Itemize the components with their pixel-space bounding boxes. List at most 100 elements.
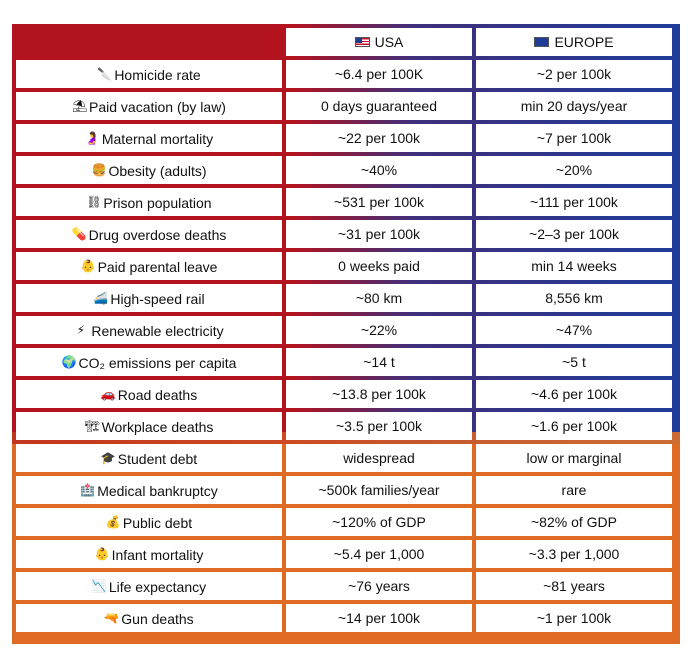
row-label: Medical bankruptcy [97, 482, 218, 499]
row-label: Road deaths [117, 386, 198, 403]
usa-value-cell: ~14 per 100k [286, 604, 472, 632]
baby-icon: 👶 [80, 259, 96, 274]
row-label-cell: 🌍 CO₂ emissions per capita [16, 348, 282, 376]
table-row: 🚄 High-speed rail ~80 km 8,556 km [16, 284, 672, 312]
europe-value-cell: min 14 weeks [476, 252, 672, 280]
row-label-cell: 🤰 Maternal mortality [16, 124, 282, 152]
europe-value-cell: ~2 per 100k [476, 60, 672, 88]
row-label: Infant mortality [111, 546, 204, 563]
usa-value-cell: widespread [286, 444, 472, 472]
usa-value-cell: ~22 per 100k [286, 124, 472, 152]
row-label-cell: 👶 Infant mortality [16, 540, 282, 568]
europe-value-cell: ~7 per 100k [476, 124, 672, 152]
chains-icon: ⛓ [86, 195, 102, 210]
usa-value-cell: ~22% [286, 316, 472, 344]
europe-value-cell: ~1 per 100k [476, 604, 672, 632]
pregnant-woman-icon: 🤰 [84, 131, 100, 146]
row-label-cell: 🎓 Student debt [16, 444, 282, 472]
europe-value-cell: ~3.3 per 1,000 [476, 540, 672, 568]
header-usa-label: USA [374, 34, 404, 50]
europe-value-cell: ~82% of GDP [476, 508, 672, 536]
table-row: 🚗 Road deaths ~13.8 per 100k ~4.6 per 100k [16, 380, 672, 408]
row-label: Drug overdose deaths [88, 226, 227, 243]
table-body: 🔪 Homicide rate ~6.4 per 100K ~2 per 100k ⛱ P… [16, 60, 672, 632]
row-label: Prison population [103, 194, 212, 211]
hospital-icon: 🏥 [80, 483, 96, 498]
baby-face-icon: 👶 [94, 547, 110, 562]
row-label-cell: 🚗 Road deaths [16, 380, 282, 408]
usa-value-cell: 0 weeks paid [286, 252, 472, 280]
table-row: 🔪 Homicide rate ~6.4 per 100K ~2 per 100k [16, 60, 672, 88]
usa-value-cell: ~3.5 per 100k [286, 412, 472, 440]
usa-value-cell: ~531 per 100k [286, 188, 472, 216]
row-label: Paid parental leave [97, 258, 218, 275]
europe-value-cell: ~20% [476, 156, 672, 184]
usa-value-cell: ~76 years [286, 572, 472, 600]
usa-value-cell: ~14 t [286, 348, 472, 376]
europe-value-cell: rare [476, 476, 672, 504]
row-label: Life expectancy [108, 578, 207, 595]
comparison-table: USA EUROPE 🔪 Homicide rate ~6.4 per 100K ~2… [12, 24, 676, 636]
pill-icon: 💊 [71, 227, 87, 242]
train-icon: 🚄 [93, 291, 109, 306]
europe-value-cell: ~5 t [476, 348, 672, 376]
table-row: 🔫 Gun deaths ~14 per 100k ~1 per 100k [16, 604, 672, 632]
table-row: 📉 Life expectancy ~76 years ~81 years [16, 572, 672, 600]
europe-value-cell: 8,556 km [476, 284, 672, 312]
table-row: ⛓ Prison population ~531 per 100k ~111 per … [16, 188, 672, 216]
row-label-cell: 🔪 Homicide rate [16, 60, 282, 88]
table-row: ⚡ Renewable electricity ~22% ~47% [16, 316, 672, 344]
usa-value-cell: ~40% [286, 156, 472, 184]
europe-value-cell: ~4.6 per 100k [476, 380, 672, 408]
usa-value-cell: ~5.4 per 1,000 [286, 540, 472, 568]
usa-value-cell: ~31 per 100k [286, 220, 472, 248]
header-europe-label: EUROPE [554, 34, 614, 50]
table-row: 🍔 Obesity (adults) ~40% ~20% [16, 156, 672, 184]
row-label: Maternal mortality [101, 130, 214, 147]
row-label-cell: 📉 Life expectancy [16, 572, 282, 600]
table-row: 🎓 Student debt widespread low or marginal [16, 444, 672, 472]
us-flag-icon [354, 37, 370, 47]
burger-icon: 🍔 [91, 163, 107, 178]
graduation-cap-icon: 🎓 [100, 451, 116, 466]
row-label-cell: 💰 Public debt [16, 508, 282, 536]
row-label-cell: 👶 Paid parental leave [16, 252, 282, 280]
usa-value-cell: ~13.8 per 100k [286, 380, 472, 408]
row-label-cell: 💊 Drug overdose deaths [16, 220, 282, 248]
row-label-cell: ⛓ Prison population [16, 188, 282, 216]
table-row: 🏗 Workplace deaths ~3.5 per 100k ~1.6 per 1… [16, 412, 672, 440]
table-row: 👶 Paid parental leave 0 weeks paid min 14 w… [16, 252, 672, 280]
europe-value-cell: ~81 years [476, 572, 672, 600]
row-label: Paid vacation (by law) [89, 98, 226, 115]
usa-value-cell: ~80 km [286, 284, 472, 312]
usa-value-cell: ~500k families/year [286, 476, 472, 504]
row-label: Gun deaths [121, 610, 194, 627]
table-row: 🌍 CO₂ emissions per capita ~14 t ~5 t [16, 348, 672, 376]
row-label: CO₂ emissions per capita [78, 354, 237, 371]
row-label: Student debt [117, 450, 198, 467]
eu-flag-icon [534, 37, 550, 47]
header-row: USA EUROPE [16, 28, 672, 56]
europe-value-cell: ~1.6 per 100k [476, 412, 672, 440]
europe-value-cell: ~111 per 100k [476, 188, 672, 216]
header-corner [16, 28, 282, 56]
lightning-icon: ⚡ [76, 323, 86, 338]
knife-icon: 🔪 [97, 67, 113, 82]
row-label: Homicide rate [114, 66, 201, 83]
chart-down-icon: 📉 [91, 579, 107, 594]
table-row: 🤰 Maternal mortality ~22 per 100k ~7 per 10… [16, 124, 672, 152]
row-label-cell: 🚄 High-speed rail [16, 284, 282, 312]
usa-value-cell: ~120% of GDP [286, 508, 472, 536]
table-row: 💊 Drug overdose deaths ~31 per 100k ~2–3 pe… [16, 220, 672, 248]
row-label: High-speed rail [110, 290, 205, 307]
header-europe: EUROPE [476, 28, 672, 56]
row-label-cell: ⛱ Paid vacation (by law) [16, 92, 282, 120]
car-icon: 🚗 [100, 387, 116, 402]
table-row: 🏥 Medical bankruptcy ~500k families/year ra… [16, 476, 672, 504]
row-label: Renewable electricity [91, 322, 224, 339]
europe-value-cell: low or marginal [476, 444, 672, 472]
header-usa: USA [286, 28, 472, 56]
construction-icon: 🏗 [84, 419, 100, 434]
row-label: Obesity (adults) [108, 162, 207, 179]
row-label: Workplace deaths [101, 418, 214, 435]
